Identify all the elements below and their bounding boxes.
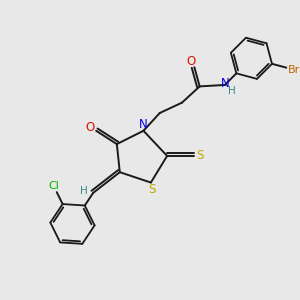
- Text: O: O: [187, 55, 196, 68]
- Text: S: S: [196, 149, 204, 162]
- Text: Br: Br: [288, 65, 300, 75]
- Text: N: N: [221, 77, 230, 90]
- Text: S: S: [149, 182, 156, 196]
- Text: H: H: [228, 86, 236, 96]
- Text: O: O: [85, 121, 94, 134]
- Text: N: N: [139, 118, 147, 131]
- Text: Cl: Cl: [48, 181, 59, 191]
- Text: H: H: [80, 185, 88, 196]
